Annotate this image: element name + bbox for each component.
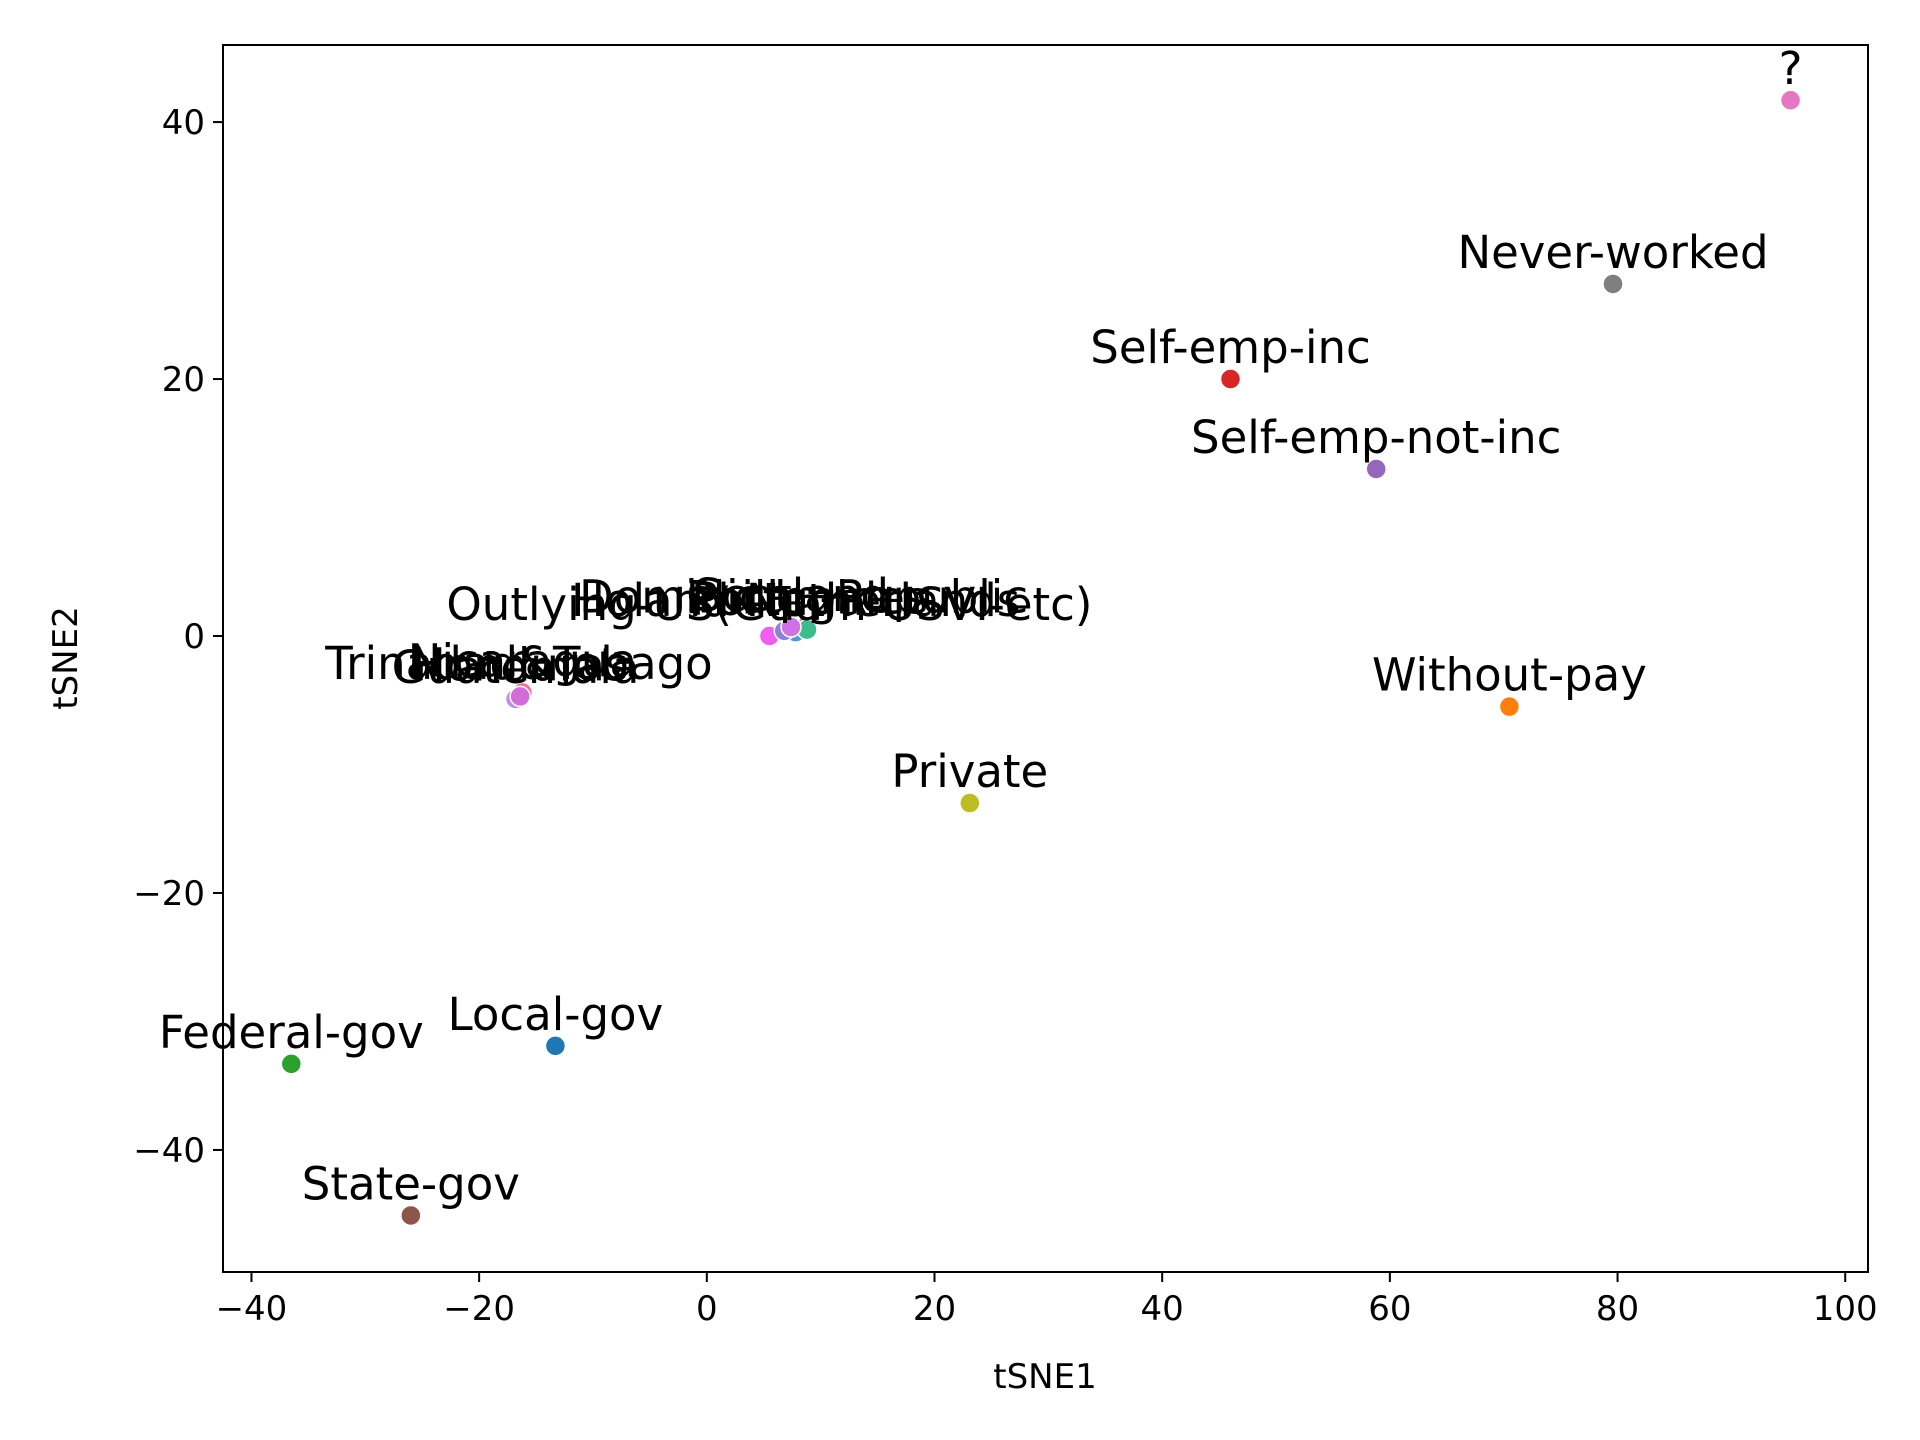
point-label: Local-gov bbox=[448, 988, 664, 1041]
point-label: ? bbox=[1779, 42, 1803, 95]
x-tick-label: 80 bbox=[1596, 1289, 1639, 1329]
point-label: Outlying-US(Guam-USVI-etc) bbox=[446, 578, 1092, 631]
point-label: State-gov bbox=[302, 1157, 520, 1210]
point-label: Honduras bbox=[412, 638, 629, 691]
data-point bbox=[1779, 89, 1802, 111]
data-point bbox=[400, 1204, 422, 1227]
point-label: Self-emp-not-inc bbox=[1191, 411, 1561, 464]
data-point bbox=[959, 792, 981, 814]
data-point bbox=[1498, 695, 1521, 718]
data-point bbox=[509, 685, 531, 708]
y-tick-label: 20 bbox=[162, 360, 205, 400]
x-tick-label: 100 bbox=[1813, 1289, 1878, 1329]
data-point bbox=[544, 1035, 567, 1057]
point-label: Federal-gov bbox=[159, 1006, 424, 1059]
x-tick-label: 60 bbox=[1368, 1289, 1411, 1329]
point-label: Holand-Netherlands bbox=[571, 574, 1020, 627]
point-label: Dominican-Republic bbox=[579, 570, 1028, 623]
data-points bbox=[280, 89, 1802, 1227]
x-tick-label: −40 bbox=[216, 1289, 288, 1329]
data-point bbox=[280, 1053, 303, 1075]
x-tick-label: 40 bbox=[1141, 1289, 1184, 1329]
data-point bbox=[1602, 273, 1624, 295]
point-labels: ? Never-worked Self-emp-inc Self-emp-not-in… bbox=[159, 42, 1803, 1210]
data-point bbox=[1365, 458, 1387, 480]
x-axis-ticks: −40 −20 0 20 40 60 80 100 bbox=[216, 1272, 1878, 1329]
point-label: Self-emp-inc bbox=[1090, 321, 1370, 374]
x-axis-label: tSNE1 bbox=[993, 1357, 1096, 1397]
y-axis-ticks: −40 −20 0 20 40 bbox=[133, 103, 223, 1171]
data-point bbox=[1219, 368, 1242, 390]
y-tick-label: 0 bbox=[183, 617, 205, 657]
y-axis-label: tSNE2 bbox=[46, 606, 86, 709]
point-label: Nicaragua bbox=[408, 635, 637, 688]
y-tick-label: −40 bbox=[133, 1131, 205, 1171]
point-label: Portugal bbox=[691, 573, 877, 626]
point-label: Without-pay bbox=[1372, 649, 1647, 702]
x-tick-label: −20 bbox=[443, 1289, 515, 1329]
point-label: Private bbox=[891, 745, 1048, 798]
point-label: Guatemala bbox=[392, 641, 640, 694]
point-label: Never-worked bbox=[1457, 226, 1768, 279]
y-tick-label: 40 bbox=[162, 103, 205, 143]
point-label: Scotland bbox=[693, 569, 889, 622]
y-tick-label: −20 bbox=[133, 874, 205, 914]
x-tick-label: 20 bbox=[913, 1289, 956, 1329]
plot-area-frame bbox=[222, 44, 1869, 1273]
x-tick-label: 0 bbox=[696, 1289, 718, 1329]
data-point bbox=[780, 616, 802, 638]
point-label: Trinadad&Tobago bbox=[324, 637, 712, 690]
point-label: Philippines bbox=[686, 572, 928, 625]
